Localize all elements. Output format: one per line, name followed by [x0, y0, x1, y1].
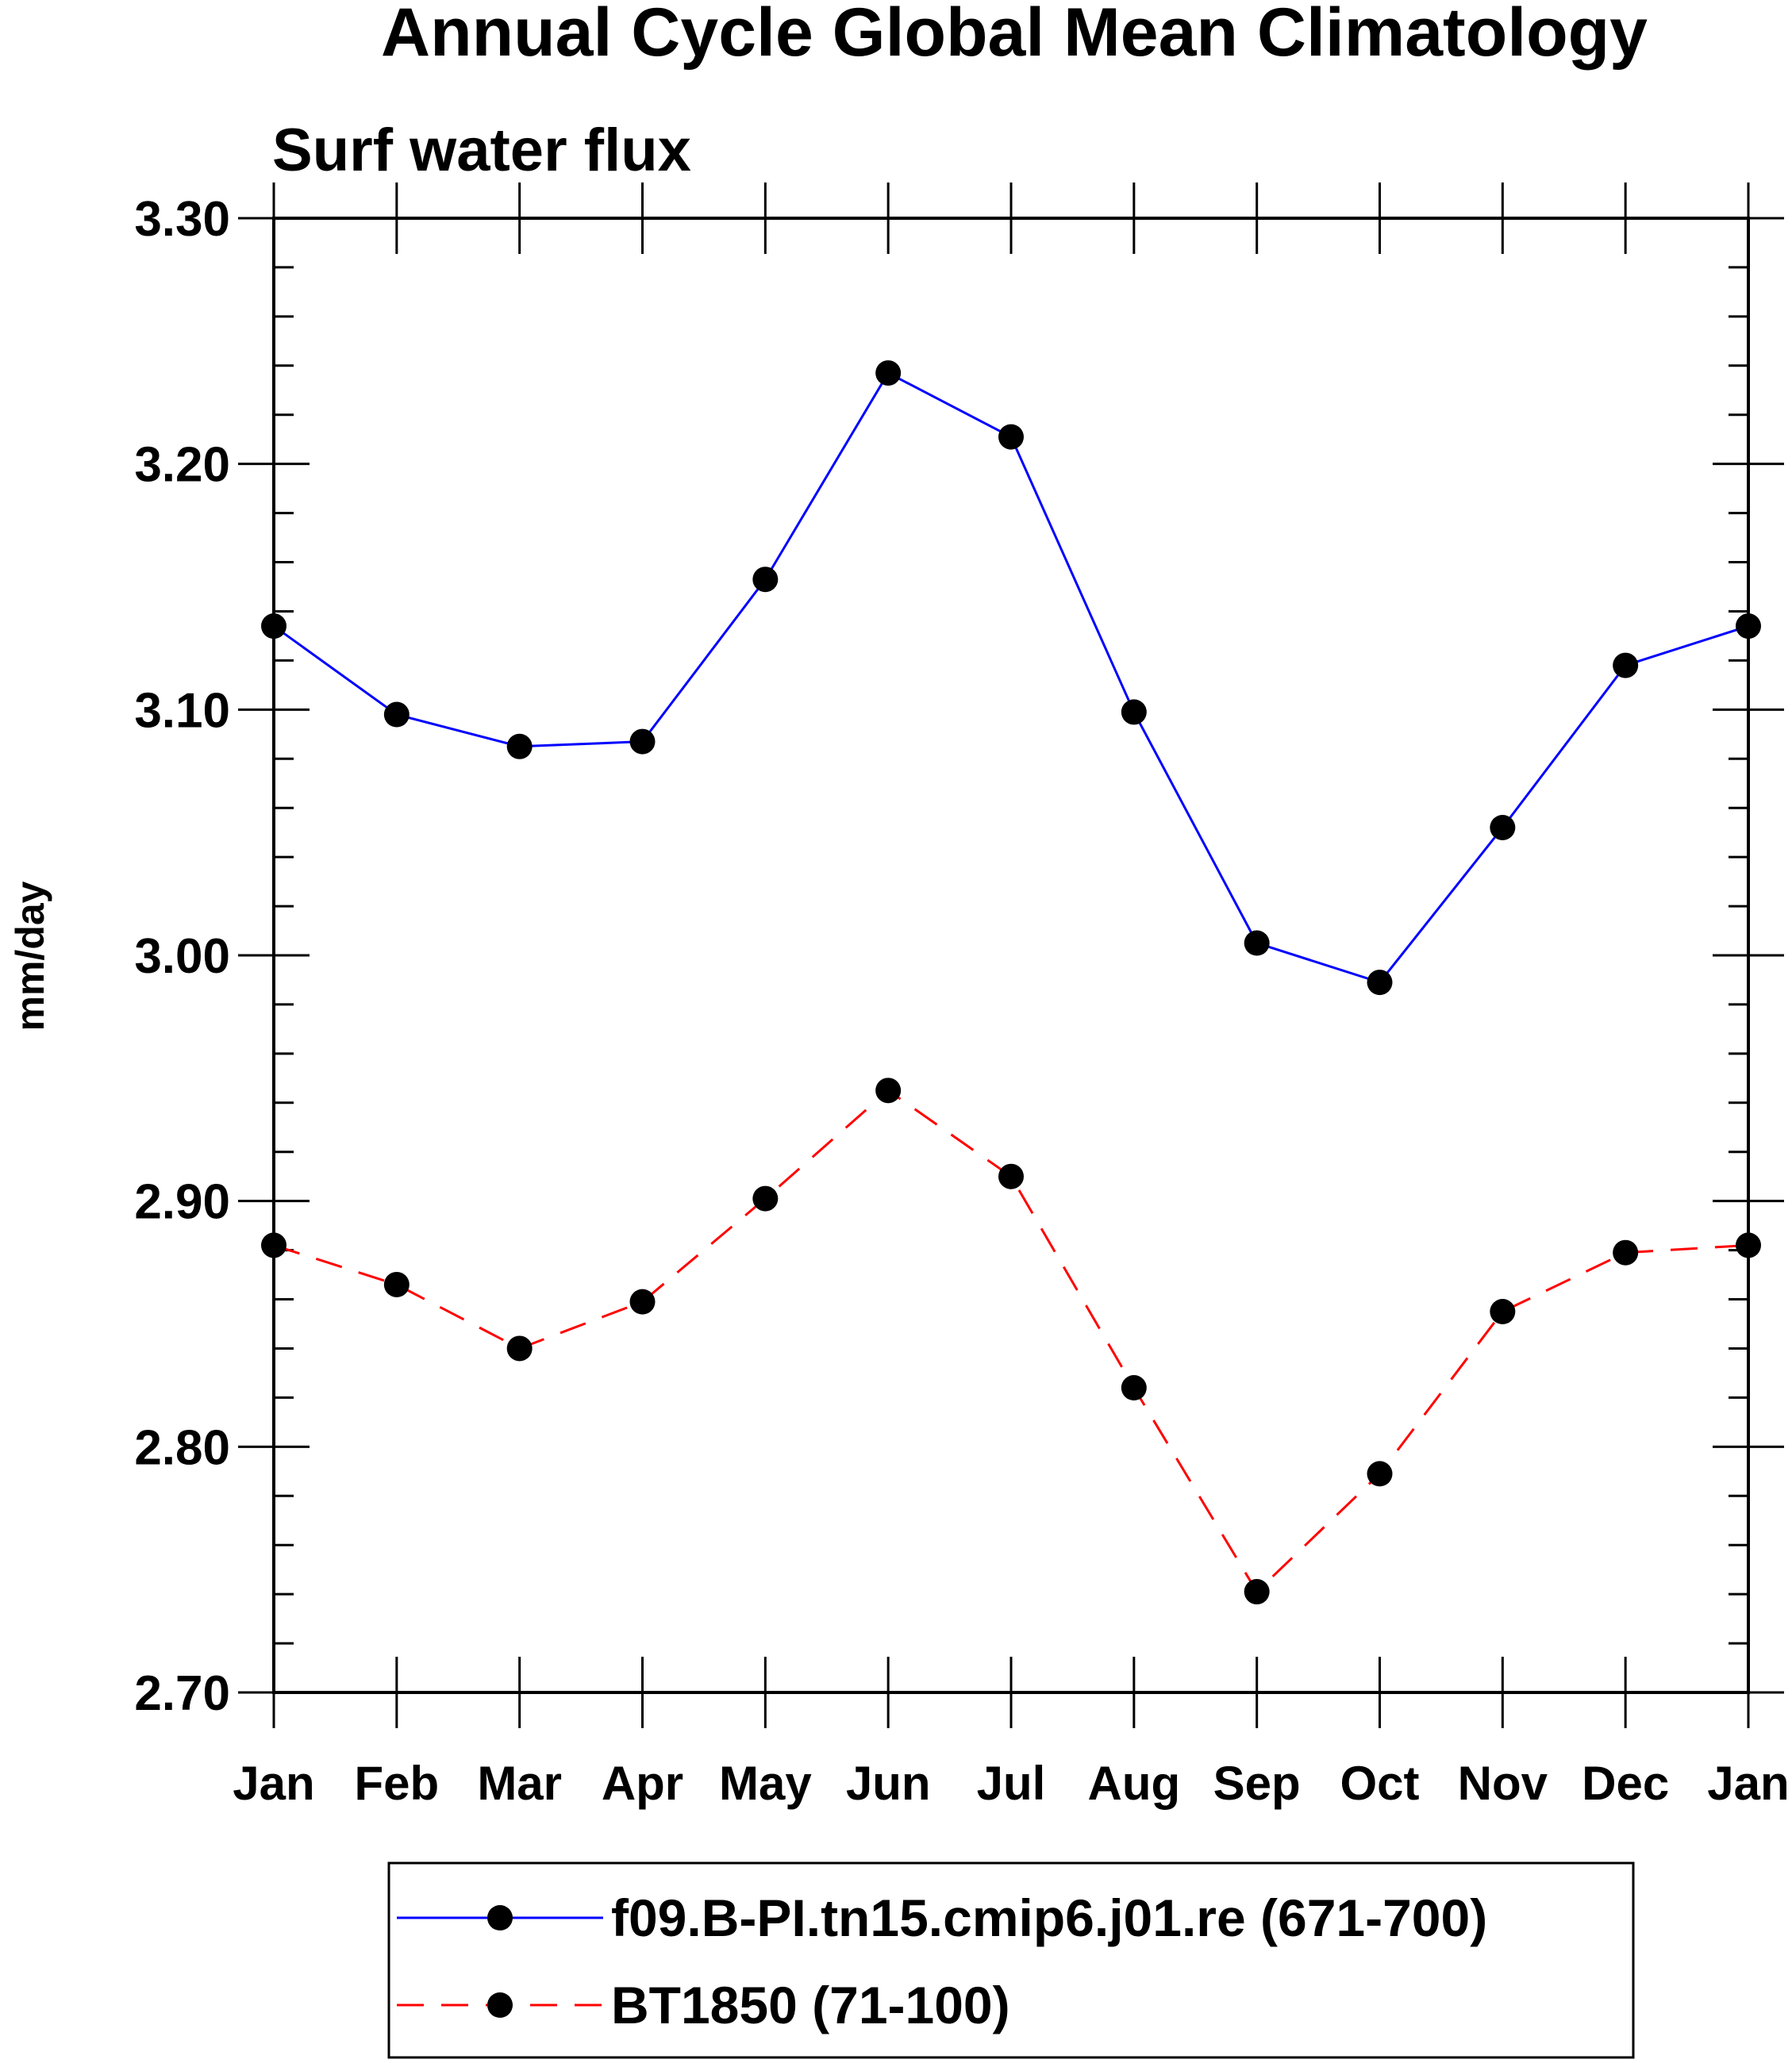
series-1-point: [629, 728, 656, 755]
series-1-point: [875, 360, 902, 386]
y-tick-label: 3.30: [134, 192, 230, 247]
series-2-point: [1490, 1299, 1516, 1325]
series-2-point: [1367, 1461, 1393, 1487]
series-2-point: [383, 1271, 410, 1297]
series-1-point: [261, 613, 286, 640]
legend-label-2: BT1850 (71-100): [611, 1976, 1010, 2034]
series-layer: [261, 360, 1761, 1605]
y-ticks: 2.70 2.80 2.90 3.00 3.10 3.20 3.30: [134, 192, 1784, 1721]
series-1-point: [1613, 652, 1639, 678]
x-tick-label: Jul: [977, 1757, 1046, 1810]
x-ticks: Jan Feb Mar Apr May Jun Jul Aug Sep Oct Nov Dec Jan: [233, 182, 1790, 1810]
x-tick-label: Dec: [1582, 1757, 1669, 1810]
y-axis-label: mm/day: [8, 881, 52, 1031]
series-1-point: [1121, 699, 1147, 725]
series-2-point: [261, 1232, 286, 1258]
y-tick-label: 2.90: [134, 1175, 230, 1230]
series-1-point: [506, 733, 533, 759]
x-tick-label: Aug: [1088, 1757, 1181, 1810]
legend-marker-1: [487, 1905, 513, 1930]
x-tick-label: Apr: [602, 1757, 683, 1810]
series-2-point: [1736, 1232, 1761, 1258]
series-2-point: [875, 1078, 902, 1104]
x-tick-label: May: [719, 1757, 812, 1810]
series-2-point: [1613, 1239, 1639, 1266]
y-tick-label: 2.80: [134, 1420, 230, 1475]
series-2-point: [506, 1335, 533, 1362]
series-1-point: [1490, 814, 1516, 840]
series-1-point: [998, 424, 1024, 450]
legend-label-1: f09.B-PI.tn15.cmip6.j01.re (671-700): [611, 1888, 1487, 1947]
x-tick-label: Nov: [1458, 1757, 1548, 1810]
y-tick-label: 3.00: [134, 929, 230, 984]
y-tick-label: 3.10: [134, 683, 230, 738]
series-line-1: [273, 371, 1749, 984]
chart-title: Annual Cycle Global Mean Climatology: [381, 0, 1648, 71]
legend: f09.B-PI.tn15.cmip6.j01.re (671-700) BT18…: [397, 1888, 1487, 2034]
series-2-point: [1121, 1375, 1147, 1401]
y-tick-label: 2.70: [134, 1666, 230, 1721]
series-1-point: [1244, 930, 1270, 956]
x-tick-label: Mar: [477, 1757, 562, 1810]
legend-marker-2: [487, 1992, 513, 2018]
series-2-point: [752, 1185, 779, 1212]
series-1-point: [1367, 970, 1393, 996]
legend-box: [387, 1861, 1635, 2059]
series-2-point: [998, 1163, 1024, 1189]
x-tick-label: Jan: [233, 1757, 314, 1810]
series-1-point: [1736, 613, 1761, 640]
x-tick-label: Jan: [1707, 1757, 1789, 1810]
series-1-point: [383, 701, 410, 728]
x-tick-label: Oct: [1340, 1757, 1419, 1810]
x-tick-label: Jun: [846, 1757, 931, 1810]
x-tick-label: Sep: [1213, 1757, 1301, 1810]
series-2-point: [1244, 1579, 1270, 1605]
series-2-point: [629, 1289, 656, 1315]
chart-subtitle: Surf water flux: [272, 117, 691, 184]
series-1-point: [752, 567, 779, 593]
y-tick-label: 3.20: [134, 438, 230, 493]
x-tick-label: Feb: [354, 1757, 439, 1810]
